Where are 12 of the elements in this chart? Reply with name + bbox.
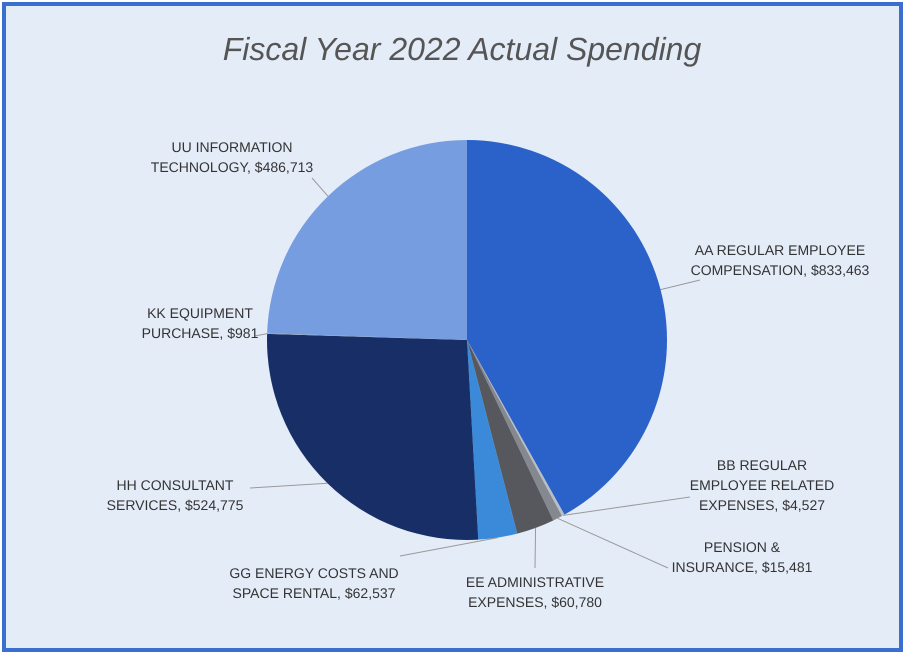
pie-slice — [267, 334, 478, 540]
slice-label: EE ADMINISTRATIVE EXPENSES, $60,780 — [466, 574, 604, 610]
slice-label: HH CONSULTANT SERVICES, $524,775 — [106, 477, 244, 513]
slice-label: KK EQUIPMENT PURCHASE, $981 — [142, 305, 259, 341]
chart-title: Fiscal Year 2022 Actual Spending — [222, 31, 702, 67]
pie-slice — [467, 140, 667, 515]
slice-label: UU INFORMATION TECHNOLOGY, $486,713 — [150, 139, 314, 175]
slice-label: PENSION & INSURANCE, $15,481 — [672, 539, 813, 575]
pie-slice — [467, 340, 518, 540]
slice-label: GG ENERGY COSTS AND SPACE RENTAL, $62,537 — [229, 565, 399, 601]
slice-label: BB REGULAR EMPLOYEE RELATED EXPENSES, $4,527 — [690, 457, 834, 513]
slice-label: AA REGULAR EMPLOYEE COMPENSATION, $833,463 — [690, 242, 870, 278]
